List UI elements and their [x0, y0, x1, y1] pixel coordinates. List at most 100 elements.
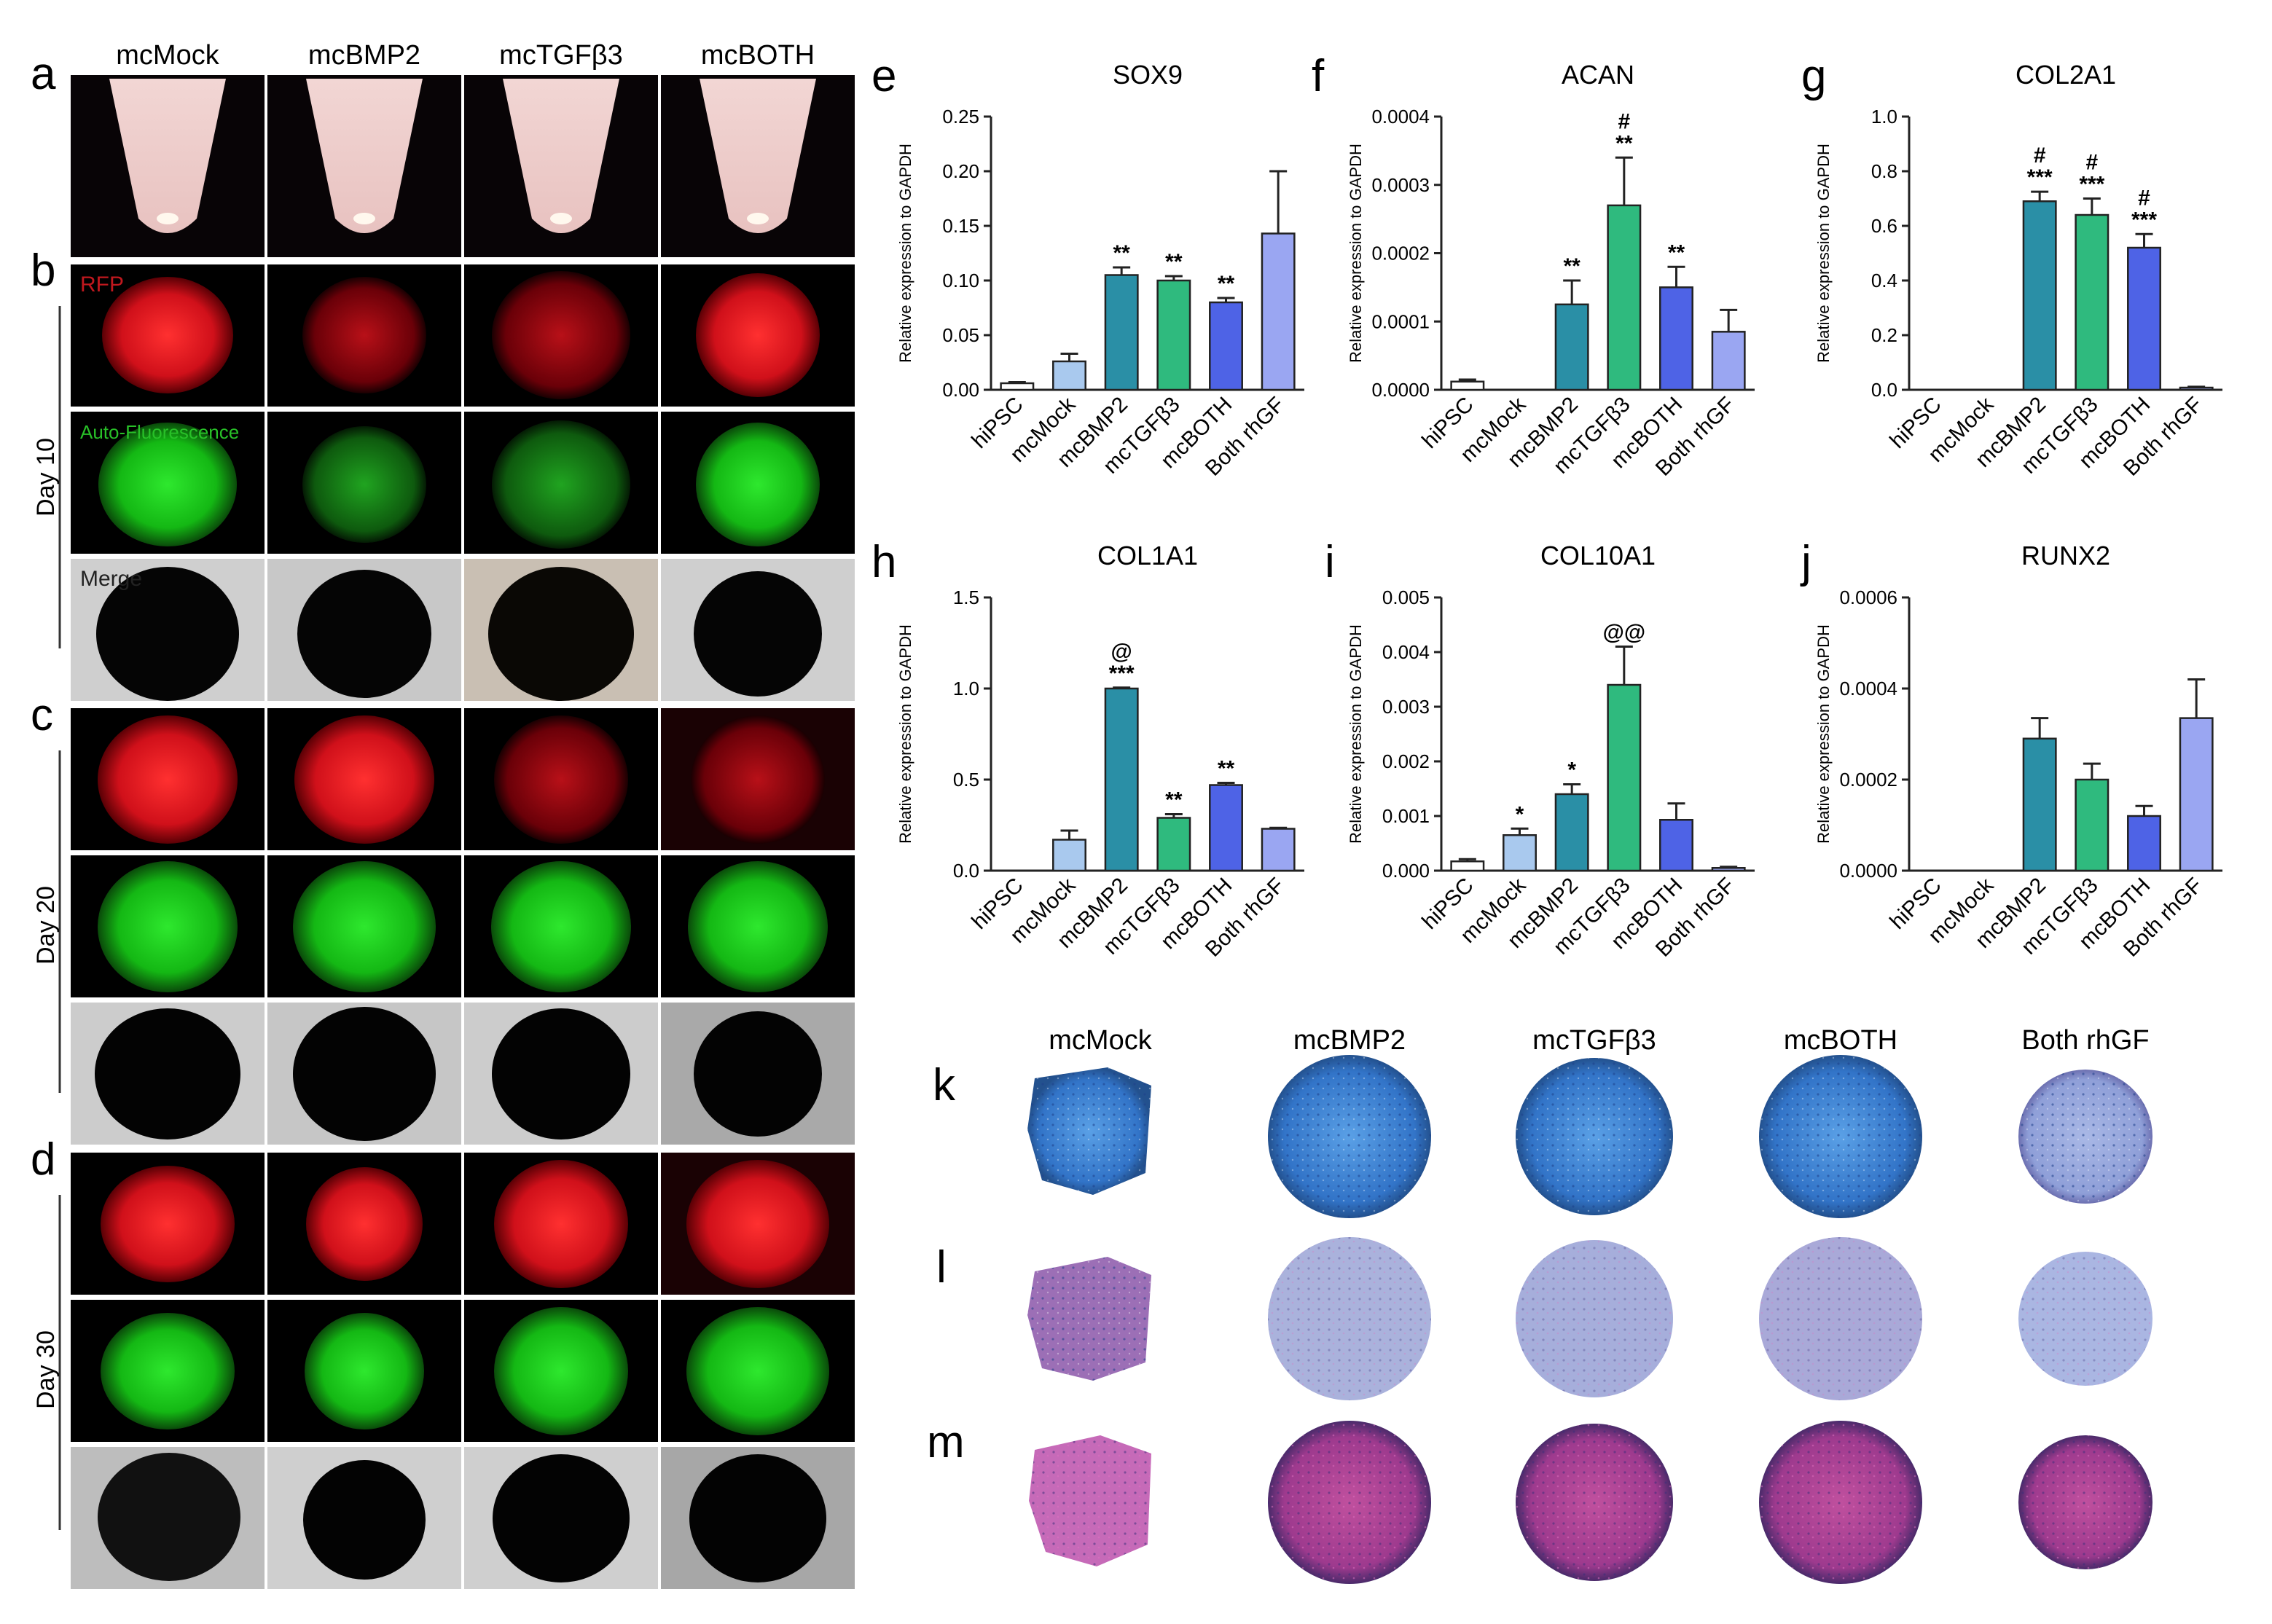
- column-label-mcmock: mcMock: [116, 40, 219, 71]
- chart-title: COL2A1: [2016, 60, 2116, 90]
- y-tick-label: 0.0002: [1371, 243, 1430, 264]
- bar-f-0: [1450, 380, 1485, 391]
- section-texture: [2018, 1070, 2152, 1204]
- significance-label: #: [2138, 186, 2150, 210]
- bar-f-3: [1607, 204, 1642, 391]
- tube-photo: [71, 75, 265, 257]
- bar-j-2: [2022, 737, 2057, 872]
- panel-letter-b: b: [31, 246, 55, 296]
- y-tick-label: 0.0003: [1371, 174, 1430, 196]
- day10-merge-row: Merge: [71, 559, 855, 701]
- y-tick-label: 0.2: [1871, 324, 1897, 346]
- column-label-mcbmp2: mcBMP2: [308, 40, 420, 71]
- chart-title: COL1A1: [1097, 541, 1198, 570]
- significance-label: **: [1615, 131, 1633, 155]
- y-tick-label: 0.4: [1871, 270, 1897, 291]
- channel-label-rfp: RFP: [80, 272, 124, 297]
- bar-h-5: [1261, 828, 1296, 872]
- spheroid-rfp: [302, 277, 426, 393]
- bar-i-0: [1450, 860, 1485, 872]
- chart-title: COL10A1: [1540, 541, 1656, 570]
- panel-letter-e: e: [871, 51, 896, 101]
- y-tick-label: 0.00: [942, 379, 979, 401]
- significance-label: @@: [1603, 621, 1646, 645]
- chart-e: SOX9 Relative expression to GAPDH 0.00 0.05…: [896, 60, 1304, 481]
- spheroid-brightfield: [95, 1008, 240, 1139]
- spheroid-green: [305, 1313, 424, 1429]
- chart-i: COL10A1 Relative expression to GAPDH 0.000…: [1347, 541, 1755, 962]
- y-tick-label: 0.25: [942, 106, 979, 128]
- spheroid-brightfield: [303, 1460, 426, 1580]
- bar-g-4: [2127, 246, 2161, 391]
- bar-j-3: [2075, 778, 2110, 872]
- bar-h-1: [1052, 839, 1086, 872]
- chart-title: RUNX2: [2021, 541, 2110, 570]
- spheroid-green: [98, 423, 237, 546]
- panel-letter-j: j: [1800, 537, 1811, 587]
- bar-g-3: [2075, 213, 2110, 391]
- bar-h-2: [1104, 687, 1139, 872]
- spheroid-brightfield: [694, 571, 822, 697]
- significance-label: *: [1516, 802, 1524, 826]
- spheroid-brightfield: [689, 1454, 826, 1582]
- bar-j-5: [2179, 717, 2214, 872]
- spheroid-green: [688, 861, 828, 992]
- spheroid-green: [491, 861, 631, 992]
- histology-grid: mcMock mcBMP2 mcTGFβ3 mcBOTH Both rhGF k…: [927, 1025, 2152, 1584]
- significance-label: ***: [2027, 165, 2053, 189]
- y-tick-label: 0.004: [1382, 641, 1430, 663]
- section-texture: [1268, 1237, 1431, 1400]
- y-tick-label: 0.5: [953, 769, 979, 791]
- significance-label: *: [1567, 758, 1576, 782]
- spheroid-rfp: [691, 715, 825, 844]
- y-tick-label: 1.5: [953, 587, 979, 608]
- panel-letter-l: l: [936, 1242, 947, 1292]
- day20-auto-row: [71, 855, 855, 997]
- spheroid-brightfield: [694, 1011, 822, 1137]
- panel-letter-g: g: [1801, 51, 1826, 101]
- histology-column-bothrhgf: Both rhGF: [2021, 1025, 2149, 1056]
- spheroid-brightfield: [96, 567, 239, 701]
- spheroid-rfp: [494, 715, 628, 844]
- y-tick-label: 0.0: [953, 860, 979, 882]
- histology-column-mctgfb3: mcTGFβ3: [1532, 1025, 1656, 1056]
- spheroid-green: [696, 423, 820, 546]
- significance-label: #: [2034, 144, 2046, 168]
- spheroid-brightfield: [293, 1007, 436, 1141]
- significance-label: **: [1113, 241, 1130, 265]
- tube-row: [71, 75, 855, 257]
- significance-label: **: [1165, 250, 1183, 274]
- significance-label: @: [1111, 640, 1132, 664]
- bar-e-5: [1261, 232, 1296, 391]
- panel-letter-f: f: [1312, 51, 1325, 101]
- y-axis-label: Relative expression to GAPDH: [1814, 144, 1833, 363]
- section-texture: [1516, 1058, 1673, 1215]
- histology-row-l: [1027, 1237, 2152, 1400]
- bar-g-5: [2179, 386, 2214, 391]
- y-tick-label: 0.003: [1382, 696, 1430, 718]
- panel-letter-a: a: [31, 49, 56, 99]
- spheroid-rfp: [101, 1166, 235, 1282]
- bar-i-2: [1554, 793, 1589, 872]
- bar-j-4: [2127, 815, 2161, 872]
- section-texture: [1759, 1421, 1922, 1584]
- bar-i-4: [1659, 819, 1693, 872]
- tube-photo: [661, 75, 855, 257]
- panel-letter-i: i: [1325, 537, 1335, 587]
- histology-column-mcmock: mcMock: [1049, 1025, 1152, 1056]
- bar-e-2: [1104, 274, 1139, 391]
- histology-row-m: [1029, 1421, 2152, 1584]
- section-texture: [1759, 1055, 1922, 1218]
- y-tick-label: 0.0: [1871, 379, 1897, 401]
- bar-f-2: [1554, 303, 1589, 391]
- significance-label: #: [1618, 109, 1630, 133]
- y-tick-label: 0.0000: [1371, 379, 1430, 401]
- bar-g-2: [2022, 200, 2057, 391]
- significance-label: #: [2085, 151, 2098, 175]
- panel-letter-m: m: [927, 1417, 965, 1467]
- y-axis-label: Relative expression to GAPDH: [1814, 624, 1833, 844]
- spheroid-rfp: [98, 715, 238, 844]
- y-tick-label: 1.0: [953, 678, 979, 699]
- section-texture: [1268, 1055, 1431, 1218]
